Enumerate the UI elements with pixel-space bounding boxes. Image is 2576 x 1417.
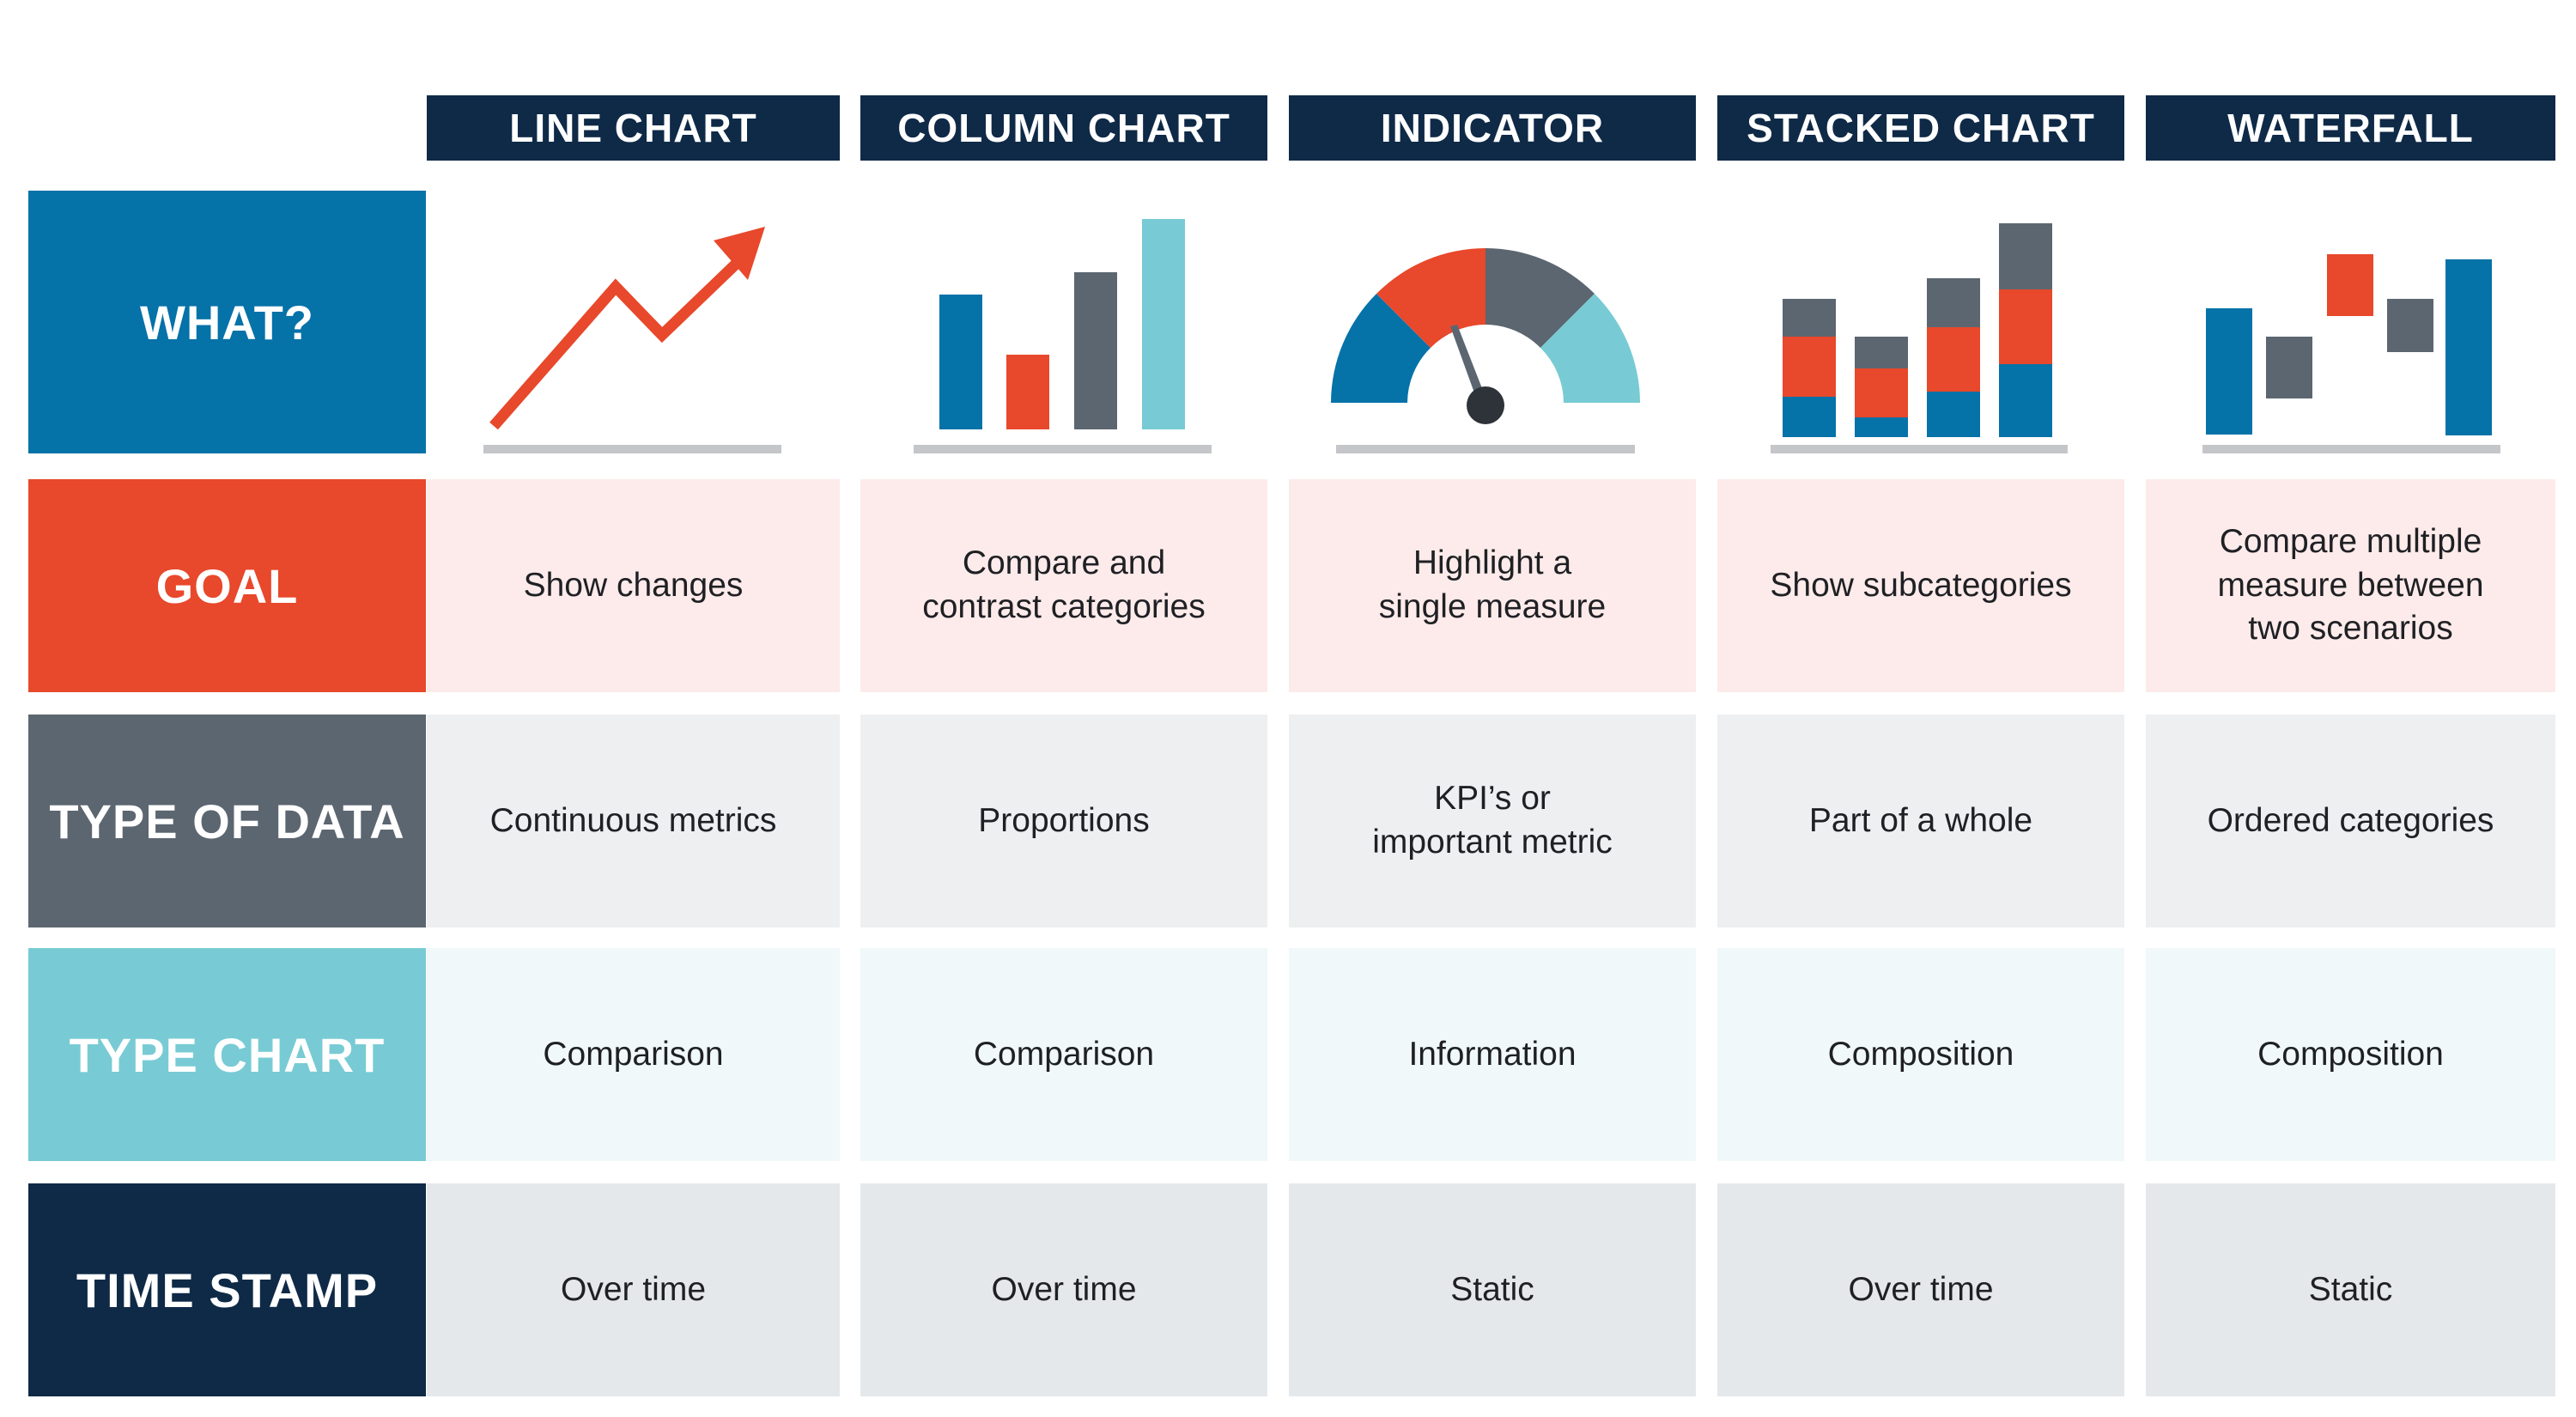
- cell-type-chart-line-chart: Comparison: [427, 948, 840, 1161]
- cell-text: Ordered categories: [2207, 801, 2494, 839]
- cell-text: Show subcategories: [1770, 566, 2072, 604]
- cell-type-of-data-waterfall: Ordered categories: [2146, 715, 2555, 927]
- cell-type-chart-indicator: Information: [1289, 948, 1696, 1161]
- cell-text: Composition: [1827, 1035, 2014, 1073]
- cell-text: Information: [1408, 1035, 1577, 1073]
- cell-text: Compare and contrast categories: [922, 544, 1206, 625]
- cell-goal-indicator: Highlight a single measure: [1289, 479, 1696, 692]
- column-header-indicator: INDICATOR: [1289, 95, 1696, 161]
- cell-text: Proportions: [978, 801, 1150, 839]
- cell-type-of-data-indicator: KPI’s or important metric: [1289, 715, 1696, 927]
- waterfall-chart-icon: [2146, 191, 2555, 453]
- cell-time-stamp-indicator: Static: [1289, 1183, 1696, 1396]
- row-header-goal: GOAL: [28, 479, 426, 692]
- row-header-type-of-data: TYPE OF DATA: [28, 715, 426, 927]
- cell-goal-stacked-chart: Show subcategories: [1717, 479, 2124, 692]
- gauge-indicator-icon: [1289, 191, 1696, 453]
- cell-type-chart-waterfall: Composition: [2146, 948, 2555, 1161]
- cell-time-stamp-stacked-chart: Over time: [1717, 1183, 2124, 1396]
- cell-type-of-data-line-chart: Continuous metrics: [427, 715, 840, 927]
- cell-text: Comparison: [543, 1035, 724, 1073]
- cell-time-stamp-column-chart: Over time: [860, 1183, 1267, 1396]
- cell-text: Part of a whole: [1808, 801, 2033, 839]
- cell-type-chart-column-chart: Comparison: [860, 948, 1267, 1161]
- cell-time-stamp-line-chart: Over time: [427, 1183, 840, 1396]
- cell-text: Highlight a single measure: [1378, 544, 1607, 625]
- cell-type-of-data-column-chart: Proportions: [860, 715, 1267, 927]
- cell-text: Over time: [991, 1270, 1137, 1308]
- cell-type-chart-stacked-chart: Composition: [1717, 948, 2124, 1161]
- cell-text: KPI’s or important metric: [1372, 780, 1613, 861]
- cell-goal-line-chart: Show changes: [427, 479, 840, 692]
- cell-text: Over time: [560, 1270, 707, 1308]
- cell-type-of-data-stacked-chart: Part of a whole: [1717, 715, 2124, 927]
- cell-text: Composition: [2257, 1035, 2444, 1073]
- column-header-stacked-chart: STACKED CHART: [1717, 95, 2124, 161]
- stacked-chart-icon: [1717, 191, 2124, 453]
- row-header-type-chart: TYPE CHART: [28, 948, 426, 1161]
- column-header-line-chart: LINE CHART: [427, 95, 840, 161]
- cell-text: Static: [1450, 1270, 1534, 1308]
- cell-time-stamp-waterfall: Static: [2146, 1183, 2555, 1396]
- cell-text: Show changes: [523, 566, 744, 604]
- cell-goal-column-chart: Compare and contrast categories: [860, 479, 1267, 692]
- column-header-column-chart: COLUMN CHART: [860, 95, 1267, 161]
- line-chart-icon: [427, 191, 840, 453]
- cell-text: Over time: [1848, 1270, 1994, 1308]
- cell-text: Compare multiple measure between two sce…: [2217, 522, 2484, 648]
- row-header-time-stamp: TIME STAMP: [28, 1183, 426, 1396]
- row-header-what: WHAT?: [28, 191, 426, 453]
- cell-text: Static: [2308, 1270, 2393, 1308]
- cell-goal-waterfall: Compare multiple measure between two sce…: [2146, 479, 2555, 692]
- column-chart-icon: [860, 191, 1267, 453]
- cell-text: Continuous metrics: [489, 801, 777, 839]
- column-header-waterfall: WATERFALL: [2146, 95, 2555, 161]
- cell-text: Comparison: [973, 1035, 1155, 1073]
